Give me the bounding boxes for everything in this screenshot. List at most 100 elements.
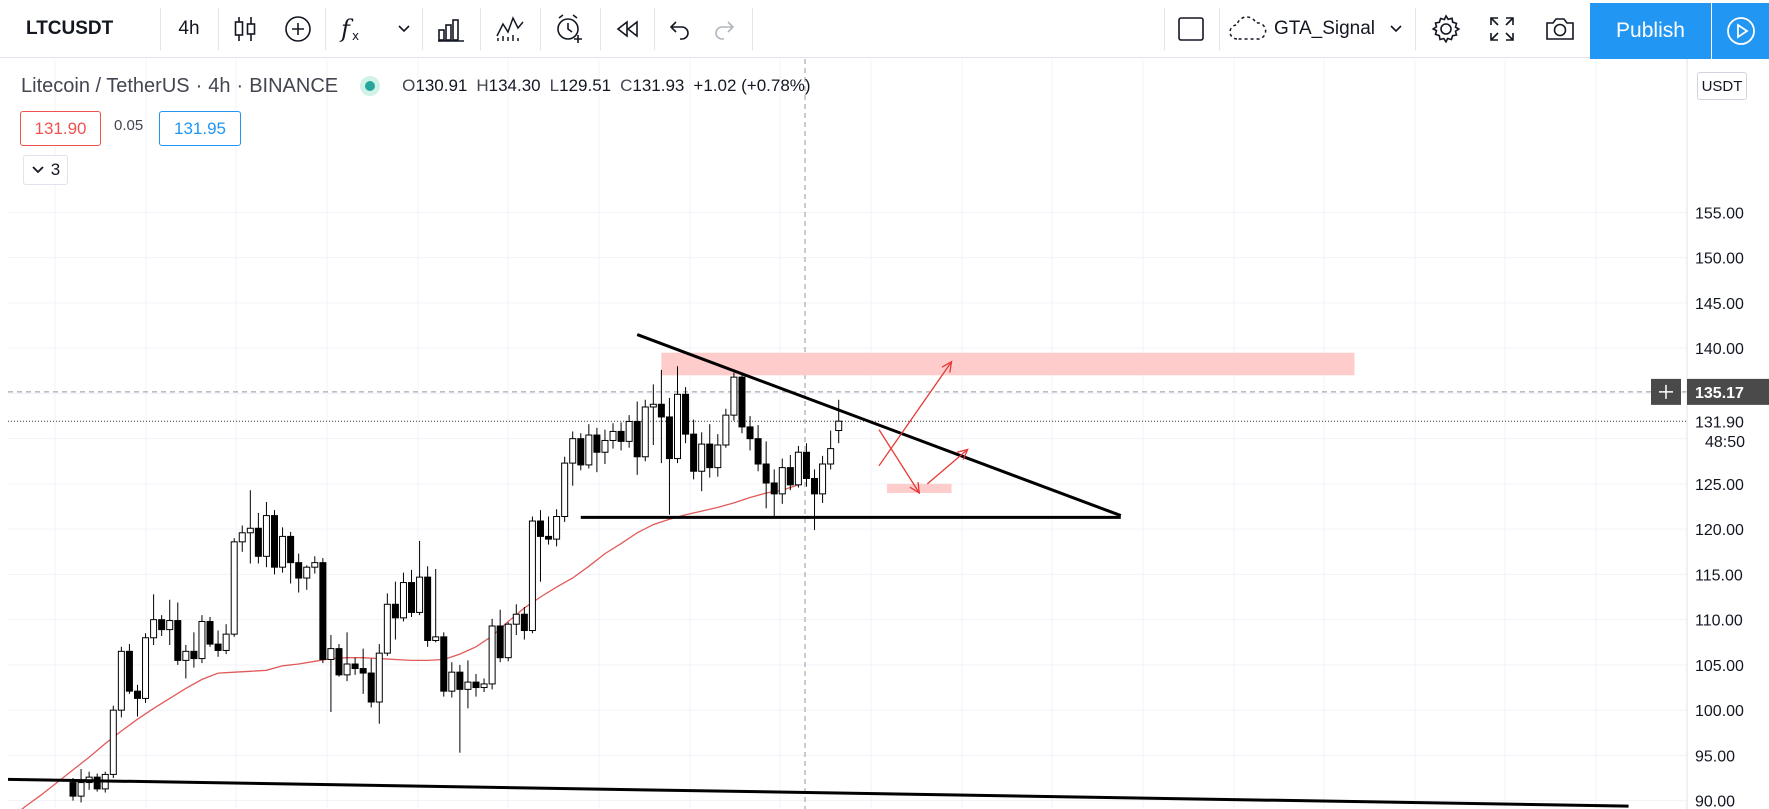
candle-body bbox=[295, 562, 303, 579]
candle-body bbox=[714, 444, 722, 469]
candle-body bbox=[657, 403, 665, 418]
candle-body bbox=[230, 541, 238, 635]
candle bbox=[593, 427, 601, 473]
screenshot-button[interactable] bbox=[1532, 0, 1588, 58]
candle bbox=[222, 624, 230, 655]
candle bbox=[174, 602, 182, 665]
camera-icon bbox=[1546, 18, 1574, 40]
candle-body bbox=[150, 619, 158, 639]
high-label: H bbox=[476, 76, 489, 95]
candle-body bbox=[835, 420, 843, 432]
buy-button[interactable]: 131.95 bbox=[159, 111, 241, 146]
candle bbox=[271, 510, 278, 575]
candle-body bbox=[625, 420, 633, 442]
redo-button[interactable] bbox=[700, 0, 748, 58]
candle bbox=[746, 416, 754, 451]
candle-body bbox=[561, 462, 569, 517]
candle bbox=[609, 423, 617, 449]
candle bbox=[408, 569, 416, 617]
candle-body bbox=[190, 650, 198, 660]
price-tick-label: 100.00 bbox=[1695, 703, 1744, 720]
projection-arrow bbox=[926, 448, 969, 485]
candle bbox=[665, 397, 673, 515]
candle-body bbox=[512, 613, 520, 625]
market-status-icon[interactable] bbox=[360, 76, 381, 96]
chevron-down-icon bbox=[32, 166, 44, 174]
layout-button[interactable] bbox=[1165, 0, 1217, 58]
candle bbox=[657, 369, 665, 464]
candle bbox=[254, 512, 262, 564]
candle bbox=[456, 664, 464, 753]
candle bbox=[359, 648, 367, 694]
candle-body bbox=[722, 414, 730, 446]
candle bbox=[520, 606, 528, 640]
candle bbox=[682, 387, 690, 444]
alert-button[interactable] bbox=[541, 0, 599, 58]
candle bbox=[287, 531, 295, 584]
sell-button[interactable]: 131.90 bbox=[20, 111, 101, 146]
layout-square-icon bbox=[1178, 17, 1204, 41]
add-symbol-button[interactable] bbox=[272, 0, 324, 58]
chevron-down-icon bbox=[1390, 25, 1402, 33]
close-label: C bbox=[620, 76, 633, 95]
undo-button[interactable] bbox=[656, 0, 704, 58]
candle-body bbox=[778, 467, 786, 495]
indicator-count: 3 bbox=[50, 160, 61, 179]
publish-button[interactable]: Publish bbox=[1590, 3, 1711, 59]
toolbar-divider bbox=[752, 8, 753, 50]
candle bbox=[811, 469, 819, 531]
candle bbox=[536, 510, 544, 582]
currency-button[interactable]: USDT bbox=[1697, 72, 1747, 100]
candle bbox=[448, 662, 456, 698]
candle-body bbox=[287, 535, 295, 564]
candle-body bbox=[738, 376, 746, 428]
candle-body bbox=[464, 681, 472, 690]
supply-zone bbox=[661, 352, 1355, 376]
trendline bbox=[636, 333, 1122, 517]
candle-body bbox=[802, 451, 810, 479]
candle-body bbox=[222, 633, 230, 651]
candle-body bbox=[367, 672, 375, 703]
toolbar-divider bbox=[325, 8, 326, 50]
financials-icon bbox=[438, 19, 464, 42]
candle-body bbox=[375, 652, 383, 703]
indicators-menu-button[interactable] bbox=[392, 0, 416, 58]
candle bbox=[93, 773, 101, 792]
candle bbox=[770, 469, 778, 519]
publish-play-button[interactable] bbox=[1712, 3, 1769, 59]
projection-arrow bbox=[878, 360, 953, 467]
interval-button[interactable]: 4h bbox=[161, 0, 217, 58]
candle bbox=[561, 456, 569, 522]
financials-button[interactable] bbox=[423, 0, 479, 58]
candle bbox=[472, 673, 480, 697]
candle-body bbox=[448, 671, 456, 692]
chevron-down-icon bbox=[398, 25, 410, 33]
low-value: 129.51 bbox=[559, 76, 612, 95]
templates-button[interactable] bbox=[481, 0, 539, 58]
indicators-toggle[interactable]: 3 bbox=[23, 155, 68, 185]
candle-body bbox=[271, 515, 278, 568]
candle-body bbox=[536, 520, 544, 537]
arrow-shaft bbox=[878, 361, 953, 467]
chart-type-button[interactable] bbox=[219, 0, 271, 58]
symbol-search[interactable]: LTCUSDT bbox=[10, 0, 150, 58]
fullscreen-button[interactable] bbox=[1474, 0, 1530, 58]
layout-name-button[interactable]: GTA_Signal bbox=[1228, 0, 1408, 58]
candle bbox=[335, 644, 343, 677]
alert-icon bbox=[557, 14, 582, 43]
candle-body bbox=[811, 477, 819, 495]
legend-interval: 4h bbox=[208, 74, 231, 97]
candle-body bbox=[246, 527, 254, 534]
candle-body bbox=[391, 603, 399, 619]
candle bbox=[351, 657, 359, 675]
replay-button[interactable] bbox=[601, 0, 653, 58]
candle-body bbox=[327, 648, 335, 660]
undo-icon bbox=[669, 21, 689, 40]
price-tick-label: 150.00 bbox=[1695, 251, 1744, 268]
candle bbox=[827, 430, 835, 470]
fullscreen-icon bbox=[1490, 17, 1514, 41]
candle bbox=[238, 525, 246, 552]
settings-button[interactable] bbox=[1418, 0, 1474, 58]
